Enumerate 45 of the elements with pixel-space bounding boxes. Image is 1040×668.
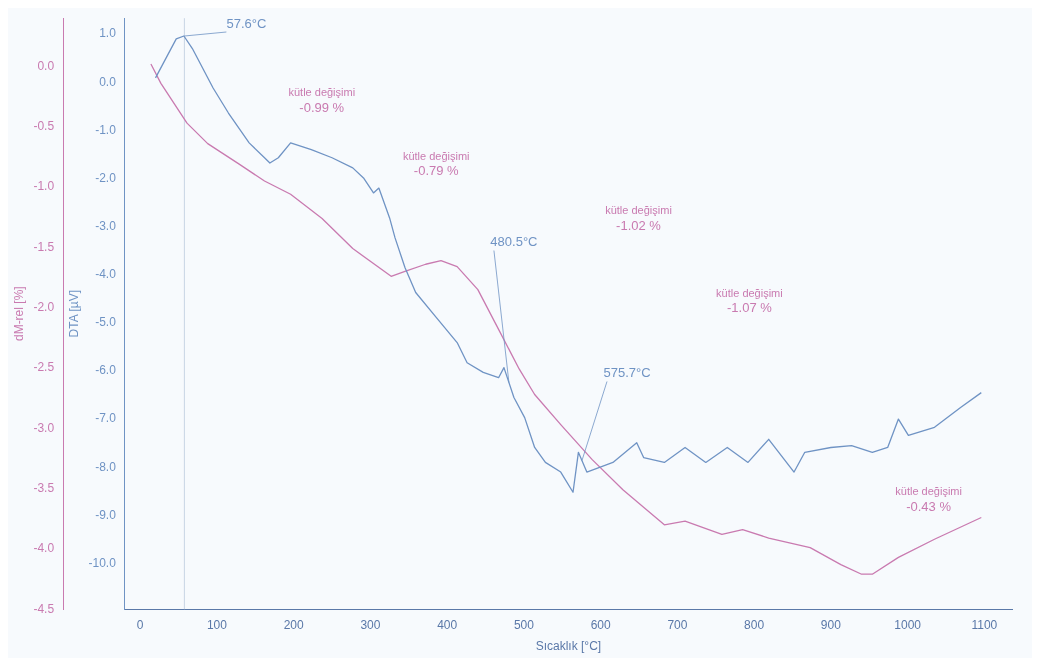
annotation: kütle değişimi -0.99 % [288,86,356,115]
annotation: kütle değişimi -1.07 % [716,286,783,316]
y2-tick-label: -1.5 [33,239,55,254]
x-tick-label: 1100 [971,617,998,632]
y-tick-label: -8.0 [95,459,117,474]
x-tick-label: 200 [283,617,304,632]
y2-tick-label: -1.0 [33,179,55,194]
x-tick-label: 700 [667,617,688,632]
annotation: kütle değişimi -1.02 % [605,204,672,234]
y-tick-label: -1.0 [95,122,117,137]
y2-tick-label: -2.0 [33,299,55,314]
x-tick-label: 900 [820,617,842,632]
x-tick-label: 1000 [894,617,922,632]
y2-tick-label: -2.5 [33,360,55,375]
y-tick-label: -2.0 [95,170,117,185]
y-tick-label: -9.0 [95,507,117,522]
y-tick-label: -4.0 [95,267,117,282]
x-tick-label: 500 [513,617,535,632]
y2-tick-label: -0.5 [33,119,55,134]
y2-tick-label: -4.5 [33,601,55,616]
y2-tick-label: -3.5 [33,480,55,495]
y2-tick-label: -4.0 [33,541,55,556]
y-tick-label: -7.0 [95,411,117,426]
annotation: kütle değişimi -0.79 % [402,149,470,179]
y-tick-label: -6.0 [95,363,117,378]
y-tick-label: 1.0 [99,26,117,41]
y2-tick-label: 0.0 [37,58,55,73]
x-tick-label: 400 [437,617,458,632]
annotation: 57.6°C [226,15,267,31]
annotation: 480.5°C [490,234,538,250]
y-tick-label: 0.0 [99,74,117,89]
y-axis-title: DTA [µV] [66,290,81,338]
x-tick-label: 300 [360,617,381,632]
y-tick-label: -5.0 [95,315,117,330]
x-tick-label: 0 [136,617,144,632]
y2-axis-title: dM-rel [%] [11,286,26,342]
annotation: 575.7°C [603,365,651,381]
x-tick-label: 600 [590,617,611,632]
x-tick-label: 800 [744,617,765,632]
annotation: kütle değişimi -0.43 % [895,485,962,514]
x-tick-label: 100 [206,617,228,632]
x-axis-title: Sıcaklık [°C] [535,639,602,654]
y-tick-label: -10.0 [88,555,117,570]
y-tick-label: -3.0 [95,218,117,233]
y2-tick-label: -3.0 [33,420,55,435]
